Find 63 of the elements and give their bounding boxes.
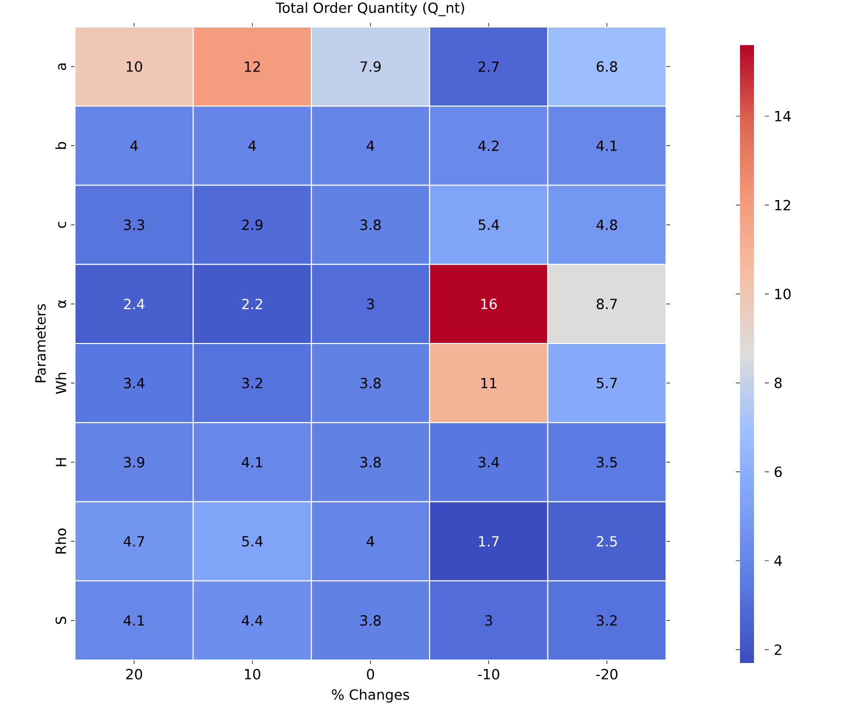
data-label: 2.9 bbox=[242, 220, 262, 230]
color-bar-label: 14 bbox=[775, 111, 791, 122]
data-label: 3.2 bbox=[596, 615, 617, 626]
y-tick-label: S bbox=[56, 616, 66, 624]
data-label: 4.8 bbox=[596, 220, 618, 230]
chart-title: Total Order Quantity (Q_nt) bbox=[276, 2, 464, 16]
data-label: 10 bbox=[126, 61, 142, 72]
data-label: 4 bbox=[130, 140, 138, 151]
data-label: 2.7 bbox=[478, 61, 499, 72]
data-label: 4.7 bbox=[124, 536, 144, 546]
data-label: 16 bbox=[481, 298, 497, 310]
data-label: 11 bbox=[481, 378, 496, 388]
data-label: 3.2 bbox=[242, 378, 262, 388]
color-bar-label: 12 bbox=[775, 200, 790, 210]
color-bar-label: 8 bbox=[774, 378, 782, 388]
data-label: 4 bbox=[366, 536, 374, 546]
data-label: 4 bbox=[248, 140, 256, 151]
color-bar-label: 10 bbox=[775, 288, 791, 300]
data-label: 5.7 bbox=[596, 378, 617, 388]
data-label: 5.4 bbox=[242, 536, 263, 547]
data-label: 3.8 bbox=[360, 378, 381, 388]
data-label: 2.2 bbox=[242, 298, 262, 310]
x-axis-title: % Changes bbox=[332, 689, 410, 703]
color-bar-label: 2 bbox=[774, 644, 782, 655]
y-tick-label: a bbox=[58, 64, 66, 70]
x-tick-label: 10 bbox=[244, 668, 260, 680]
x-tick-label: 20 bbox=[126, 668, 142, 680]
y-tick-label: Rho bbox=[55, 528, 66, 554]
x-tick-label: -10 bbox=[478, 668, 500, 680]
data-label: 3.3 bbox=[124, 220, 144, 230]
data-label: 4 bbox=[366, 140, 374, 151]
y-tick-label: α bbox=[58, 300, 66, 308]
data-label: 1.7 bbox=[479, 536, 499, 546]
data-label: 3 bbox=[367, 298, 374, 310]
data-label: 3.8 bbox=[360, 615, 381, 626]
y-axis-title: Parameters bbox=[35, 304, 46, 382]
data-label: 3.9 bbox=[124, 456, 144, 468]
data-label: 12 bbox=[244, 61, 260, 72]
data-label: 4.1 bbox=[124, 615, 144, 626]
data-label: 3.4 bbox=[478, 456, 500, 468]
color-bar-label: 6 bbox=[774, 466, 782, 478]
data-label: 3.8 bbox=[360, 456, 381, 468]
data-label: 5.4 bbox=[478, 220, 500, 230]
data-label: 4.1 bbox=[242, 457, 262, 468]
data-label: 8.7 bbox=[596, 298, 617, 310]
y-tick-label: b bbox=[55, 142, 66, 149]
y-tick-label: c bbox=[58, 222, 66, 228]
data-label: 2.5 bbox=[596, 536, 617, 547]
data-label: 4.4 bbox=[242, 615, 263, 626]
y-tick-label: H bbox=[56, 458, 66, 466]
y-tick-label: Wh bbox=[56, 372, 66, 394]
color-bar-label: 4 bbox=[774, 556, 782, 566]
data-label: 3.5 bbox=[596, 456, 617, 468]
x-tick-label: -20 bbox=[596, 668, 618, 680]
data-label: 7.9 bbox=[360, 61, 381, 72]
data-label: 3 bbox=[485, 615, 492, 626]
data-label: 3.8 bbox=[360, 220, 381, 230]
data-label: 4.1 bbox=[596, 140, 617, 151]
data-label: 3.4 bbox=[124, 378, 144, 388]
data-label: 6.8 bbox=[596, 61, 618, 72]
data-label: 4.2 bbox=[478, 140, 498, 151]
data-label: 2.4 bbox=[124, 298, 144, 310]
x-tick-label: 0 bbox=[366, 668, 374, 680]
